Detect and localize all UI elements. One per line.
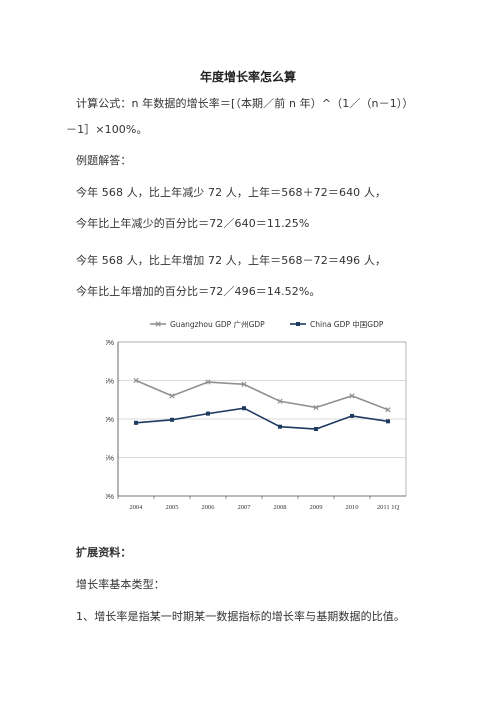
legend-marker	[296, 322, 300, 326]
x-tick-label: 2010	[346, 504, 359, 511]
data-point-guangzhou	[241, 381, 247, 387]
data-point-guangzhou	[277, 398, 283, 404]
y-tick-label: 5%	[106, 456, 114, 463]
data-point-guangzhou	[205, 379, 211, 385]
y-tick-label: 15%	[106, 379, 114, 386]
data-point-guangzhou	[313, 404, 319, 411]
chart-plot-area: 0% 5% 10% 15% 20% 2004 2005 2006 2007 2008 2009 201…	[106, 340, 407, 511]
legend-label: China GDP 中国GDP	[310, 319, 384, 329]
x-tick-label: 2008	[274, 504, 287, 511]
data-point-china	[386, 419, 390, 424]
data-point-guangzhou	[349, 393, 355, 399]
data-point-china	[134, 420, 138, 425]
data-point-china	[314, 427, 318, 432]
gdp-growth-line-chart: Guangzhou GDP 广州GDP China GDP 中国GDP 0% 5% 1…	[106, 319, 407, 511]
x-tick-label: 2004	[130, 504, 144, 511]
x-tick-label: 2006	[202, 504, 216, 511]
data-point-china	[206, 411, 210, 416]
data-point-china	[350, 413, 354, 418]
series-line-guangzhou	[135, 379, 389, 411]
data-point-china	[242, 406, 246, 411]
types-heading: 增长率基本类型：	[76, 578, 165, 591]
legend-marker	[155, 321, 161, 327]
y-tick-label: 0%	[106, 494, 114, 501]
x-tick-label: 2007	[238, 504, 252, 511]
formula-line-1: 计算公式：n 年数据的增长率＝[（本期／前 n 年）^（1／（n－1））	[76, 97, 414, 110]
data-point-guangzhou	[169, 393, 175, 399]
data-point-guangzhou	[385, 407, 391, 413]
y-tick-label: 20%	[106, 340, 114, 347]
data-point-china	[278, 424, 282, 429]
example-line-2: 今年比上年减少的百分比＝72／640＝11.25%	[76, 217, 310, 230]
type-item-1: 1、增长率是指某一时期某一数据指标的增长率与基期数据的比值。	[76, 610, 405, 623]
document-title: 年度增长率怎么算	[199, 70, 296, 84]
legend-label: Guangzhou GDP 广州GDP	[170, 319, 265, 329]
example-heading: 例题解答：	[76, 154, 132, 167]
example-line-4: 今年比上年增加的百分比＝72／496＝14.52%。	[76, 285, 321, 298]
chart-legend: Guangzhou GDP 广州GDP China GDP 中国GDP	[150, 319, 384, 329]
x-tick-label: 2011 1Q	[377, 504, 400, 511]
extension-heading: 扩展资料：	[76, 546, 132, 559]
series-line-china	[135, 407, 389, 430]
y-tick-label: 10%	[106, 417, 114, 424]
x-tick-label: 2009	[310, 504, 323, 511]
data-point-china	[170, 417, 174, 422]
example-line-1: 今年 568 人，比上年减少 72 人，上年＝568＋72＝640 人，	[76, 186, 387, 199]
data-point-guangzhou	[133, 377, 139, 384]
x-tick-label: 2005	[166, 504, 179, 511]
example-line-3: 今年 568 人，比上年增加 72 人，上年＝568－72＝496 人，	[76, 254, 387, 267]
formula-line-2: －1］×100%。	[66, 123, 148, 136]
